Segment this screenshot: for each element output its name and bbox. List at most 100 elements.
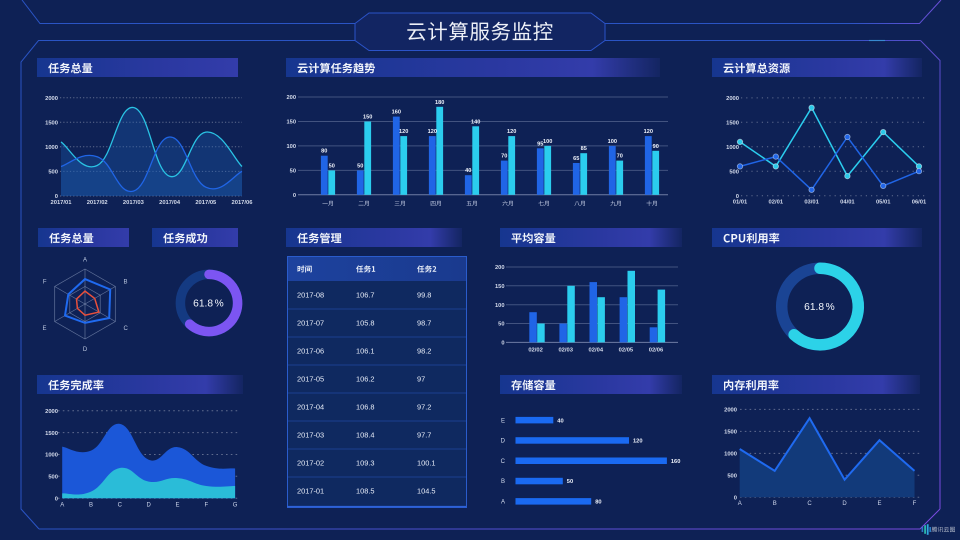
svg-text:500: 500 [48,170,58,176]
svg-text:106.2: 106.2 [356,375,375,384]
svg-text:2017/02: 2017/02 [87,200,108,206]
svg-text:61.8: 61.8 [193,299,213,310]
svg-text:B: B [89,503,93,509]
svg-text:1500: 1500 [726,121,739,127]
svg-text:140: 140 [471,119,480,125]
svg-text:0: 0 [736,194,739,200]
svg-text:0: 0 [55,194,58,200]
svg-text:80: 80 [595,500,601,506]
svg-text:150: 150 [495,284,505,290]
svg-text:95: 95 [537,141,543,147]
svg-text:2017-04: 2017-04 [297,403,324,412]
svg-text:E: E [42,326,46,332]
svg-text:2017-07: 2017-07 [297,319,324,328]
svg-text:85: 85 [581,146,587,152]
svg-text:108.5: 108.5 [356,487,375,496]
svg-text:100: 100 [608,139,617,145]
svg-text:2017-08: 2017-08 [297,291,324,300]
svg-text:G: G [233,503,238,509]
svg-text:F: F [43,280,47,286]
svg-text:D: D [83,347,88,353]
svg-text:2017-03: 2017-03 [297,431,324,440]
svg-text:2017-01: 2017-01 [297,487,324,496]
svg-text:F: F [913,501,917,507]
svg-text:2017/04: 2017/04 [159,200,181,206]
svg-text:C: C [807,501,812,507]
svg-text:104.5: 104.5 [417,487,436,496]
svg-text:90: 90 [653,144,659,150]
svg-text:109.3: 109.3 [356,459,375,468]
svg-text:D: D [501,439,506,445]
svg-text:2017/05: 2017/05 [195,200,217,206]
svg-text:04/01: 04/01 [840,200,855,206]
svg-text:02/04: 02/04 [589,348,604,354]
svg-text:120: 120 [507,129,516,135]
svg-text:108.4: 108.4 [356,431,375,440]
svg-text:B: B [124,280,128,286]
svg-text:2000: 2000 [45,409,58,415]
svg-text:E: E [501,418,505,424]
svg-text:B: B [773,501,777,507]
svg-text:2017/01: 2017/01 [51,200,73,206]
svg-text:100: 100 [495,303,505,309]
svg-text:100: 100 [543,139,552,145]
svg-text:98.7: 98.7 [417,319,431,328]
svg-text:500: 500 [727,474,737,480]
svg-text:1000: 1000 [724,452,737,458]
svg-text:100: 100 [287,144,297,150]
svg-text:1000: 1000 [45,453,58,459]
svg-text:120: 120 [428,129,437,135]
svg-text:50: 50 [357,163,363,169]
svg-text:03/01: 03/01 [804,200,819,206]
svg-text:2000: 2000 [726,96,739,102]
svg-text:50: 50 [498,322,504,328]
svg-text:02/06: 02/06 [649,348,664,354]
svg-text:F: F [204,503,208,509]
svg-text:0: 0 [55,496,58,502]
svg-text:106.1: 106.1 [356,347,375,356]
svg-text:E: E [877,501,881,507]
svg-text:02/05: 02/05 [619,348,634,354]
svg-text:2000: 2000 [724,408,737,414]
svg-text:A: A [60,503,64,509]
svg-text:97.2: 97.2 [417,403,431,412]
svg-text:0: 0 [734,496,737,502]
svg-text:A: A [738,501,742,507]
svg-text:70: 70 [617,154,623,160]
svg-text:2017/06: 2017/06 [232,200,254,206]
svg-text:D: D [147,503,152,509]
svg-text:02/01: 02/01 [769,200,784,206]
svg-text:200: 200 [287,95,297,101]
svg-text:1500: 1500 [45,121,58,127]
svg-text:B: B [501,479,505,485]
svg-text:1500: 1500 [724,430,737,436]
svg-text:120: 120 [633,439,643,445]
svg-text:A: A [83,258,87,264]
svg-text:2017/03: 2017/03 [123,200,145,206]
svg-text:500: 500 [729,169,739,175]
svg-text:150: 150 [363,115,372,121]
svg-text:D: D [842,501,847,507]
svg-text:2017-02: 2017-02 [297,459,324,468]
svg-text:A: A [501,500,505,506]
svg-text:%: % [215,299,224,310]
svg-text:97: 97 [417,375,425,384]
svg-text:180: 180 [435,100,444,106]
svg-text:1500: 1500 [45,431,58,437]
svg-text:50: 50 [290,169,296,175]
svg-text:160: 160 [671,459,681,465]
svg-text:02/03: 02/03 [558,348,573,354]
svg-text:1000: 1000 [45,145,58,151]
svg-text:C: C [501,459,506,465]
svg-text:65: 65 [573,156,579,162]
svg-text:97.7: 97.7 [417,431,431,440]
svg-text:50: 50 [567,479,573,485]
svg-text:06/01: 06/01 [912,200,927,206]
svg-text:2017-06: 2017-06 [297,347,324,356]
svg-text:61.8: 61.8 [804,302,824,313]
svg-text:106.8: 106.8 [356,403,375,412]
svg-text:80: 80 [321,149,327,155]
svg-text:50: 50 [329,163,335,169]
svg-text:01/01: 01/01 [733,200,748,206]
svg-text:1000: 1000 [726,145,739,151]
